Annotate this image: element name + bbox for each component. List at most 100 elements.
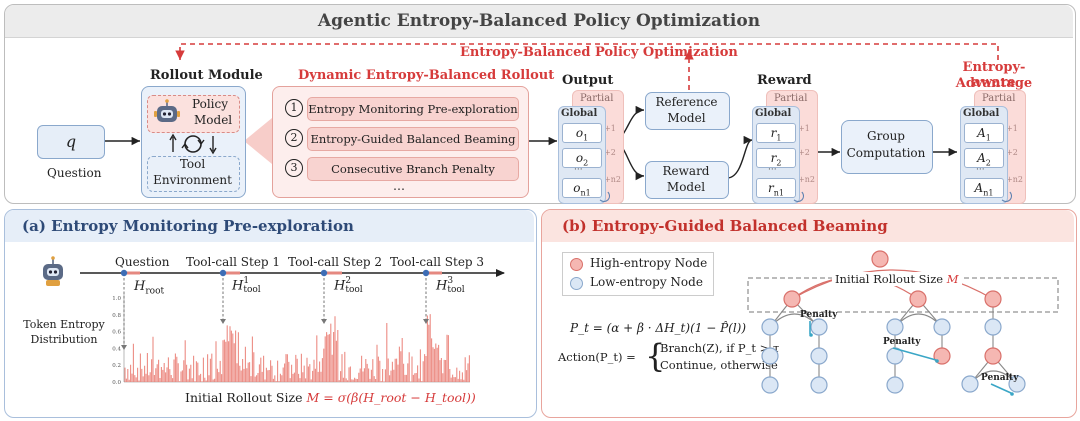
advantage-global-label: Global (963, 108, 1000, 119)
low-entropy-node-8 (761, 376, 779, 394)
output-partial-mark-1: +2 (604, 148, 616, 157)
high-entropy-node-1 (783, 290, 801, 308)
dyn-item-1-num: 1 (285, 99, 303, 117)
legend-low-icon (570, 277, 583, 290)
reward-model-label-2: Model (666, 180, 706, 194)
high-entropy-node-0 (871, 250, 889, 268)
ebpo-label: Entropy-Balanced Policy Optimization (460, 45, 738, 60)
high-entropy-node-3 (984, 290, 1002, 308)
dyn-item-3-num: 3 (285, 159, 303, 177)
policy-model-label-1: Policy (192, 97, 228, 111)
advantage-column: Partial +1 +2 +n2 Global A1 A2 An1 ··· (960, 90, 1026, 204)
reward-title: Reward (757, 73, 812, 88)
dyn-item-2-num: 2 (285, 129, 303, 147)
dyn-item-3: Consecutive Branch Penalty (307, 157, 519, 181)
tool-env-box (147, 156, 240, 192)
dyn-rollout-title: Dynamic Entropy-Balanced Rollout (298, 68, 555, 83)
reward-partial-mark-1: +2 (798, 148, 810, 157)
low-entropy-node-11 (961, 375, 979, 393)
top-title-bar (5, 5, 1073, 38)
reward-rotate-icon (792, 190, 804, 202)
reward-column: Partial +1 +2 +n2 Global r1 r2 rn1 ··· (752, 90, 818, 204)
output-partial-mark-2: +n2 (604, 175, 621, 184)
penalty-arrow-head-0 (809, 333, 813, 337)
reward-model-box[interactable] (645, 161, 729, 199)
reward-model-label-1: Reward (662, 164, 710, 178)
output-partial-mark-0: +1 (604, 124, 616, 133)
reward-partial-mark-2: +n2 (798, 175, 815, 184)
action-case-2: Continue, otherwise (660, 358, 778, 372)
advantage-dots: ··· (976, 165, 985, 175)
penalty-label-0: Penalty (800, 310, 838, 320)
low-entropy-node-10 (886, 376, 904, 394)
low-entropy-node-2 (886, 318, 904, 336)
low-entropy-node-4 (984, 318, 1002, 336)
group-computation-label-2: Computation (846, 146, 926, 160)
output-title: Output (562, 73, 614, 88)
root-arc (791, 269, 994, 300)
panel-b-title-bar (542, 210, 1074, 242)
probability-formula: P_t = (α + β · ΔH_t)(1 − P̂(l)) (570, 321, 747, 335)
reward-cell-2: r2 (756, 148, 796, 168)
question-box: q (37, 125, 105, 159)
reference-model-box[interactable] (645, 92, 730, 130)
panel-a-title-bar (5, 210, 534, 242)
advantage-cell-3: An1 (964, 178, 1004, 198)
legend-low-label: Low-entropy Node (590, 275, 703, 289)
output-cell-1: o1 (562, 123, 602, 143)
token-entropy-label-2: Distribution (30, 333, 98, 346)
robot-icon (154, 99, 180, 122)
timeline-arrow (496, 269, 505, 277)
step-label-0: Question (115, 255, 170, 269)
penalty-arrow-2 (990, 383, 1012, 394)
entropy-drop-head-0 (121, 345, 127, 350)
low-entropy-node-6 (810, 347, 828, 365)
entropy-drop-head-2 (321, 319, 327, 324)
timeline-node-1 (219, 269, 227, 277)
reward-cell-1: r1 (756, 123, 796, 143)
output-global-label: Global (561, 108, 598, 119)
panel-b (541, 209, 1077, 418)
reward-cell-3: rn1 (756, 178, 796, 198)
advantage-cell-1: A1 (964, 123, 1004, 143)
entropy-drop-head-3 (423, 319, 429, 324)
advantage-partial-label: Partial (982, 93, 1016, 104)
cycle-icon (169, 133, 217, 155)
ytick-5: 0.0 (112, 380, 121, 386)
low-entropy-node-12 (1008, 375, 1026, 393)
timeline-node-2 (320, 269, 328, 277)
low-entropy-node-3 (933, 318, 951, 336)
h-label-0: Hroot (134, 279, 165, 297)
ytick-4: 0.2 (112, 363, 121, 369)
advantage-cell-2: A2 (964, 148, 1004, 168)
h-label-3: H3 tool (436, 276, 465, 295)
question-label: Question (47, 166, 102, 180)
panel-b-title: (b) Entropy-Guided Balanced Beaming (562, 217, 888, 235)
robot-icon-a (43, 256, 63, 286)
action-lhs: Action(P_t) = (558, 350, 636, 364)
advantage-partial-mark-1: +2 (1006, 148, 1018, 157)
step-label-1: Tool-call Step 1 (186, 255, 281, 269)
policy-model-label-2: Model (194, 113, 233, 127)
high-entropy-node-2 (909, 290, 927, 308)
output-cell-3: on1 (562, 178, 602, 198)
legend-high-icon (570, 258, 583, 271)
penalty-label-1: Penalty (883, 337, 921, 347)
dyn-item-2: Entropy-Guided Balanced Beaming (307, 127, 519, 151)
high-entropy-node-5 (984, 347, 1002, 365)
output-dots: ··· (574, 165, 583, 175)
entropy-drop-head-1 (220, 319, 226, 324)
penalty-arrow-1 (892, 347, 937, 361)
panel-a (4, 209, 537, 418)
ytick-1: 0.8 (112, 313, 121, 319)
reward-dots: ··· (768, 165, 777, 175)
entropy-plot: 1.0 0.8 0.6 0.4 0.2 0.0 (80, 269, 505, 386)
output-partial-label: Partial (580, 93, 614, 104)
question-var: q (65, 132, 77, 151)
dyn-more: … (393, 179, 405, 193)
action-case-1: Branch(Z), if P_t > τ (660, 341, 780, 355)
group-computation-box[interactable] (841, 120, 933, 174)
reward-partial-mark-0: +1 (798, 124, 810, 133)
low-entropy-node-5 (761, 347, 779, 365)
timeline-node-3 (422, 269, 430, 277)
